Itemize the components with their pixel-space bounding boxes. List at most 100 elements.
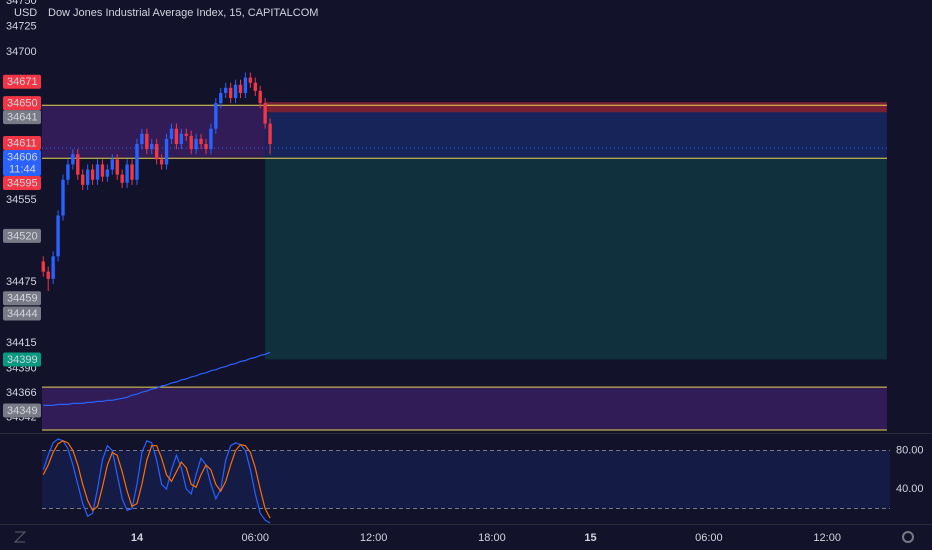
candle-body xyxy=(110,159,115,170)
price-label-bg xyxy=(3,96,41,111)
candle-body xyxy=(66,164,70,180)
x-tick-label: 18:00 xyxy=(478,532,506,544)
price-label: 34444 xyxy=(7,308,38,320)
x-tick-label: 12:00 xyxy=(813,532,841,544)
candle-body xyxy=(56,215,60,257)
y-tick-label: 34366 xyxy=(6,387,37,399)
candle-body xyxy=(228,87,233,99)
zone xyxy=(265,158,887,360)
y-tick-label: 34700 xyxy=(6,46,37,58)
candle-body xyxy=(169,128,174,139)
price-label-bg xyxy=(3,306,41,321)
price-label: 34459 xyxy=(7,293,38,305)
candle-body xyxy=(81,174,85,185)
x-tick-label: 15 xyxy=(584,532,596,544)
candle-body xyxy=(46,271,50,279)
price-label: 34399 xyxy=(7,354,38,366)
oscillator-tick-label: 40.00 xyxy=(896,483,924,495)
price-label-bg xyxy=(3,149,41,176)
candle-body xyxy=(145,133,149,150)
price-label: 34611 xyxy=(7,137,37,149)
candle-body xyxy=(258,90,262,104)
candle-body xyxy=(159,159,164,165)
candle-body xyxy=(199,138,203,144)
candle-body xyxy=(95,164,100,180)
y-tick-label: 34415 xyxy=(6,337,37,349)
candle-body xyxy=(263,103,267,124)
candle-body xyxy=(233,84,238,99)
price-label-bg xyxy=(3,291,41,306)
y-tick-label: 34475 xyxy=(6,276,37,288)
y-tick-label: 34725 xyxy=(6,20,37,32)
candle-body xyxy=(194,138,198,150)
zone xyxy=(265,102,887,113)
oscillator-band-fill xyxy=(42,450,890,509)
oscillator-line xyxy=(42,440,271,519)
candle-body xyxy=(140,133,144,144)
candle-body xyxy=(150,144,154,150)
candle-body xyxy=(135,144,139,180)
candle-body xyxy=(268,123,272,144)
candle-body xyxy=(105,169,110,177)
price-label-bg xyxy=(3,403,41,418)
price-countdown: 11:44 xyxy=(9,163,36,175)
price-label: 34671 xyxy=(7,76,38,88)
candle-body xyxy=(130,164,134,180)
candle-body xyxy=(174,128,179,144)
candle-body xyxy=(253,82,257,91)
candle-body xyxy=(209,128,213,150)
candle-body xyxy=(154,144,159,160)
candle-body xyxy=(100,164,105,177)
oscillator-line xyxy=(42,438,271,524)
candle-body xyxy=(115,159,119,175)
x-tick-label: 06:00 xyxy=(242,532,270,544)
moving-average xyxy=(43,351,271,406)
candle-body xyxy=(51,256,55,279)
price-label-bg xyxy=(3,228,41,243)
candle-body xyxy=(85,169,90,185)
candle-body xyxy=(41,261,45,272)
x-tick-label: 12:00 xyxy=(360,532,388,544)
price-label: 34641 xyxy=(7,112,38,124)
price-label-bg xyxy=(3,110,41,125)
zone xyxy=(265,112,887,159)
price-label: 34520 xyxy=(7,230,38,242)
price-label-bg xyxy=(3,175,41,190)
price-label: 34595 xyxy=(7,177,38,189)
candle-body xyxy=(248,77,253,83)
candle-body xyxy=(179,133,184,144)
candle-body xyxy=(214,103,218,129)
zone xyxy=(42,387,887,430)
zone xyxy=(42,105,266,159)
candle-body xyxy=(224,87,228,93)
oscillator-tick-label: 80.00 xyxy=(896,444,924,456)
x-tick-label: 14 xyxy=(131,532,144,544)
chart-title: Dow Jones Industrial Average Index, 15, … xyxy=(48,7,318,19)
price-label-bg xyxy=(3,135,41,150)
candle-body xyxy=(125,164,129,183)
candle-body xyxy=(76,154,80,175)
price-label-bg xyxy=(3,352,41,367)
candle-body xyxy=(90,169,95,180)
candle-body xyxy=(219,92,223,104)
logo-icon xyxy=(13,531,27,543)
candle-body xyxy=(71,154,75,165)
candle-body xyxy=(164,138,169,165)
price-label-bg xyxy=(3,74,41,89)
candle-body xyxy=(120,174,124,183)
price-label: 34606 xyxy=(7,151,38,163)
x-tick-label: 06:00 xyxy=(695,532,723,544)
candle-body xyxy=(189,135,193,150)
settings-icon[interactable] xyxy=(902,531,914,543)
candle-body xyxy=(184,133,188,136)
y-tick-label: 34750 xyxy=(6,0,37,7)
candle-body xyxy=(243,77,248,93)
price-label: 34349 xyxy=(7,405,38,417)
currency: USD xyxy=(14,7,37,19)
candle-body xyxy=(61,179,65,216)
price-label: 34650 xyxy=(7,98,38,110)
candle-body xyxy=(204,144,208,150)
